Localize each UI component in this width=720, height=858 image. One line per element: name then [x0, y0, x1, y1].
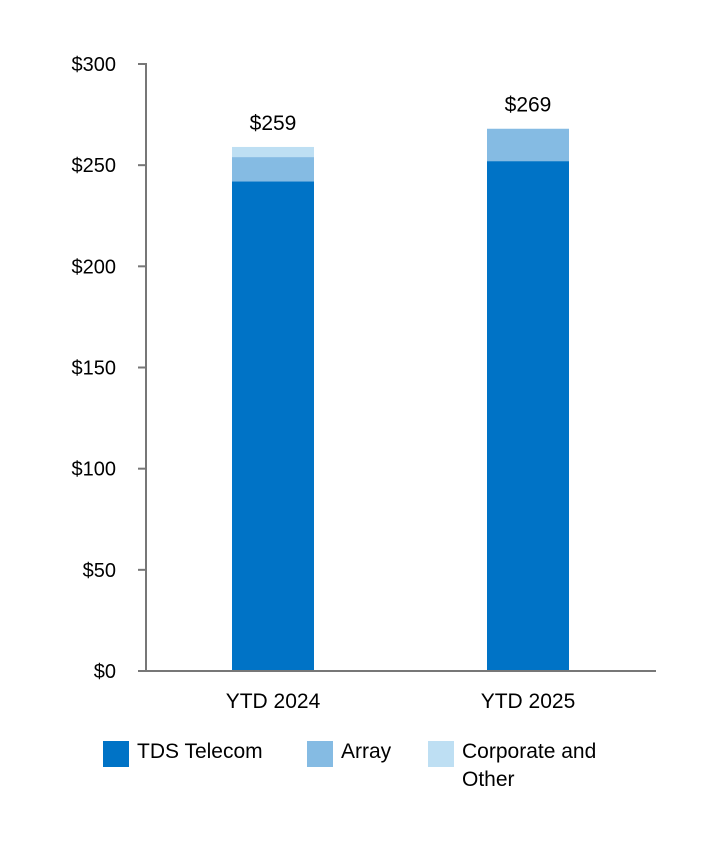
legend-item-array: Array [307, 738, 391, 767]
y-tick-label: $50 [83, 560, 116, 582]
legend-label: TDS Telecom [137, 740, 263, 763]
y-tick-label: $150 [72, 358, 117, 380]
bar-chart: $0 $50 $100 $150 $200 $250 $300 YTD 2024 YTD 20… [72, 54, 656, 713]
bar-segment [487, 128, 569, 162]
legend-label: Array [341, 740, 392, 763]
y-tick-label: $300 [72, 54, 117, 76]
legend: TDS Telecom Array Corporate and Other [0, 738, 720, 818]
bar-segment [232, 181, 314, 671]
y-tick-label: $200 [72, 256, 117, 278]
y-tick-label: $100 [72, 459, 117, 481]
bar-segment [232, 157, 314, 182]
data-label: $259 [250, 112, 297, 135]
legend-swatch [103, 741, 129, 767]
bar-segment [487, 161, 569, 671]
y-tick-label: $0 [94, 661, 116, 683]
y-tick-label: $250 [72, 155, 117, 177]
legend-swatch [307, 741, 333, 767]
legend-swatch [428, 741, 454, 767]
x-tick-label: YTD 2025 [481, 690, 576, 713]
x-tick-label: YTD 2024 [226, 690, 321, 713]
legend-label: Corporate and Other [462, 740, 597, 791]
legend-item-corporate-and-other: Corporate and Other [428, 738, 628, 794]
legend-item-tds-telecom: TDS Telecom [103, 738, 263, 767]
bar-segment [232, 146, 314, 158]
data-label: $269 [505, 94, 552, 117]
